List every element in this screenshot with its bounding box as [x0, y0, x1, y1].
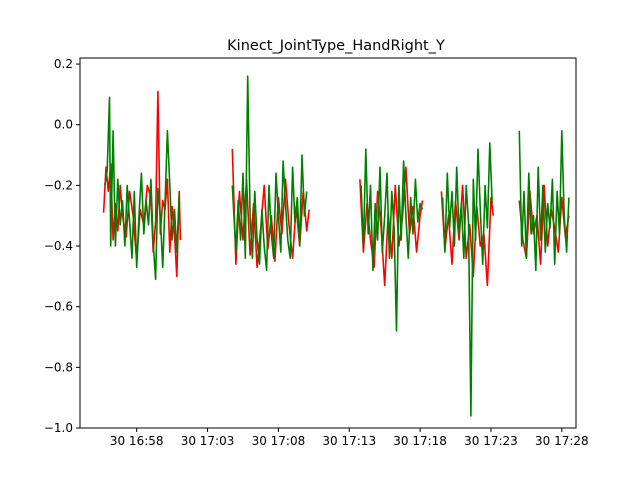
series-2-segment-1	[104, 96, 180, 281]
series-layer	[102, 75, 570, 417]
x-axis: 30 16:58 30 17:03 30 17:08 30 17:13 30 17:18…	[110, 428, 589, 448]
y-tick-label: −0.2	[44, 178, 73, 192]
series-2-segment-4	[441, 142, 493, 417]
y-axis: 0.2 0.0 −0.2 −0.4 −0.6 −0.8 −1.0	[44, 57, 80, 435]
series-2-segment-5	[518, 130, 570, 272]
x-tick-label: 30 17:23	[464, 434, 518, 448]
y-tick-label: 0.2	[54, 57, 73, 71]
y-tick-label: −0.4	[44, 239, 73, 253]
x-tick-label: 30 17:08	[252, 434, 306, 448]
y-tick-label: −0.6	[44, 300, 73, 314]
series-2-segment-2	[231, 75, 308, 272]
x-tick-label: 30 17:18	[393, 434, 447, 448]
plot-frame	[79, 57, 577, 429]
y-tick-label: 0.0	[54, 118, 73, 132]
chart-title: Kinect_JointType_HandRight_Y	[227, 38, 445, 54]
x-tick-label: 30 17:13	[322, 434, 376, 448]
x-tick-label: 30 17:03	[181, 434, 235, 448]
x-tick-label: 30 16:58	[110, 434, 164, 448]
y-tick-label: −1.0	[44, 421, 73, 435]
series-2-segment-3	[360, 148, 424, 332]
x-tick-label: 30 17:28	[535, 434, 589, 448]
y-tick-label: −0.8	[44, 360, 73, 374]
series-1-segment-3	[359, 166, 424, 287]
